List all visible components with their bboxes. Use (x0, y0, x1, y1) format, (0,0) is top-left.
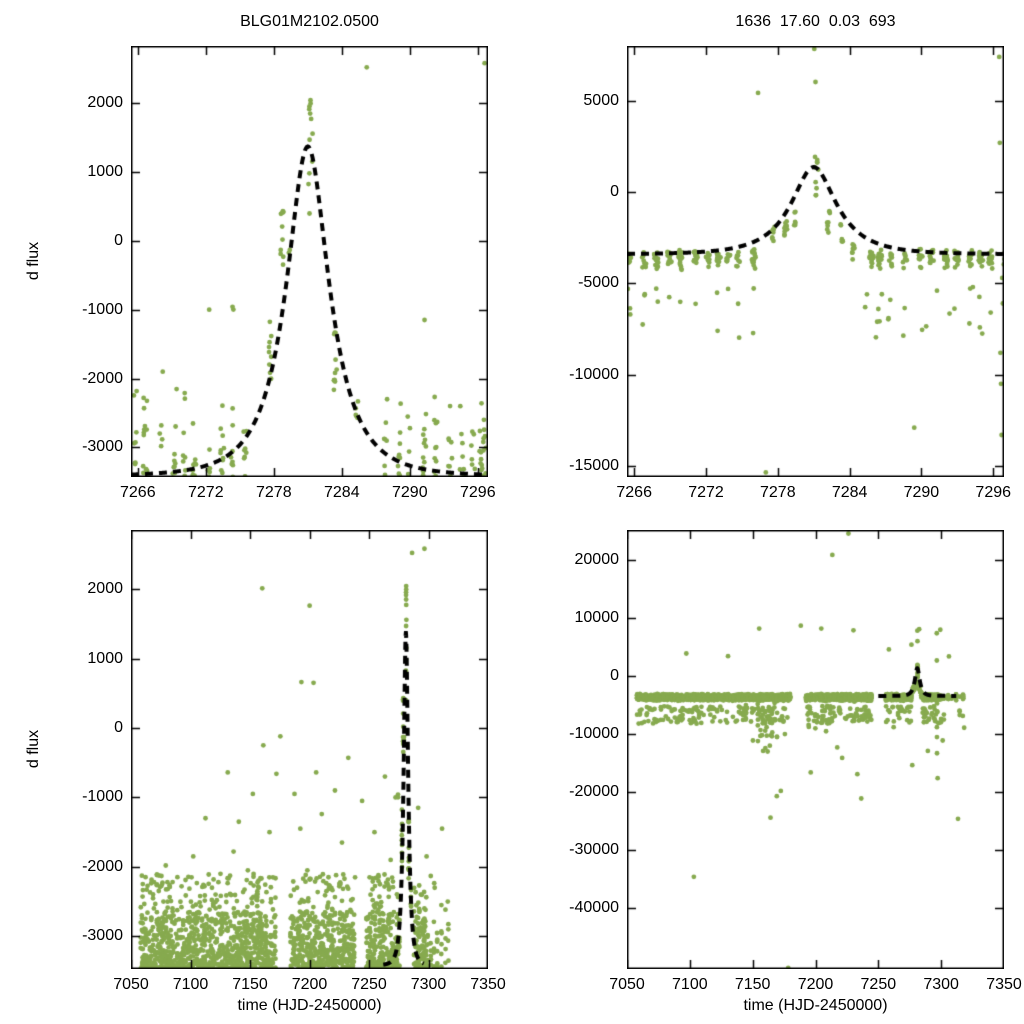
y-tick-label: 0 (610, 667, 619, 685)
x-axis-label-right: time (HJD-2450000) (743, 997, 888, 1014)
x-tick-label: 7272 (188, 484, 224, 501)
y-tick-label: -1000 (82, 788, 123, 806)
plot-canvas-top-left (131, 46, 488, 477)
x-tick-label: 7300 (923, 976, 959, 993)
y-axis-label-top: d flux (25, 241, 42, 280)
y-tick-label: 0 (114, 231, 123, 249)
y-tick-label: -2000 (82, 369, 123, 387)
y-axis-label-bottom: d flux (25, 729, 42, 768)
x-tick-label: 7100 (672, 976, 708, 993)
x-tick-label: 7284 (831, 484, 868, 501)
plot-canvas-bottom-right (627, 530, 1004, 969)
x-tick-label: 7290 (903, 484, 940, 501)
y-tick-label: 5000 (583, 91, 619, 109)
panel-title-left: BLG01M2102.0500 (240, 13, 379, 30)
y-tick-label: 20000 (574, 551, 620, 569)
x-tick-label: 7150 (734, 976, 771, 993)
y-tick-label: -3000 (82, 927, 123, 945)
x-tick-label: 7150 (232, 976, 268, 993)
y-tick-label: 0 (114, 718, 123, 736)
x-tick-label: 7284 (324, 484, 360, 501)
y-tick-label: -10000 (569, 725, 619, 743)
y-tick-label: -1000 (82, 300, 123, 318)
y-tick-label: -20000 (569, 783, 619, 801)
y-tick-label: 10000 (574, 609, 620, 627)
x-tick-label: 7250 (860, 976, 897, 993)
y-tick-label: 1000 (87, 162, 123, 180)
y-tick-label: 2000 (87, 94, 123, 112)
x-tick-label: 7296 (975, 484, 1012, 501)
plot-canvas-top-right (627, 46, 1004, 477)
y-tick-label: 1000 (87, 649, 123, 667)
x-tick-label: 7050 (113, 976, 149, 993)
x-axis-label-left: time (HJD-2450000) (237, 997, 382, 1014)
y-tick-label: -10000 (569, 365, 619, 383)
plot-canvas-bottom-left (131, 530, 488, 969)
x-tick-label: 7300 (410, 976, 447, 993)
x-tick-label: 7050 (609, 976, 645, 993)
x-tick-label: 7200 (797, 976, 834, 993)
x-tick-label: 7290 (392, 484, 428, 501)
y-tick-label: -40000 (569, 899, 619, 917)
x-tick-label: 7200 (291, 976, 328, 993)
y-tick-label: -15000 (569, 457, 619, 475)
panel-title-right: 1636 17.60 0.03 693 (735, 13, 896, 30)
y-tick-label: -5000 (578, 274, 619, 292)
x-tick-label: 7278 (760, 484, 796, 501)
y-tick-label: -30000 (569, 841, 619, 859)
x-tick-label: 7350 (470, 976, 506, 993)
x-tick-label: 7272 (688, 484, 724, 501)
x-tick-label: 7296 (460, 484, 496, 501)
y-tick-label: -3000 (82, 438, 123, 456)
y-tick-label: -2000 (82, 857, 123, 875)
y-tick-label: 0 (610, 183, 619, 201)
x-tick-label: 7350 (986, 976, 1022, 993)
x-tick-label: 7100 (172, 976, 209, 993)
x-tick-label: 7266 (120, 484, 156, 501)
y-tick-label: 2000 (87, 580, 123, 598)
x-tick-label: 7266 (616, 484, 652, 501)
x-tick-label: 7278 (256, 484, 292, 501)
x-tick-label: 7250 (351, 976, 387, 993)
